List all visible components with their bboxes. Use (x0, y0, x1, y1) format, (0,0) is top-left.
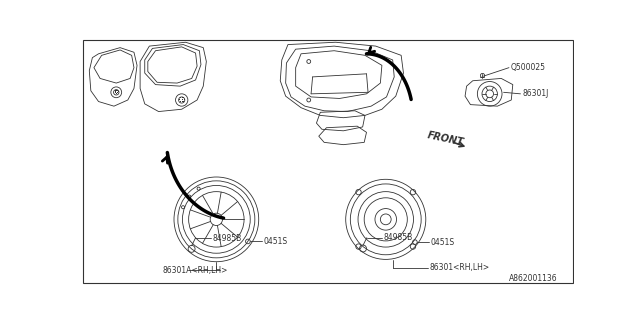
Text: 0451S: 0451S (263, 237, 287, 246)
Text: 84985B: 84985B (384, 233, 413, 242)
Text: 86301A<RH,LH>: 86301A<RH,LH> (163, 266, 228, 275)
Text: 84985B: 84985B (212, 234, 242, 243)
Text: 86301<RH,LH>: 86301<RH,LH> (429, 263, 490, 272)
Text: 0451S: 0451S (430, 238, 454, 247)
Text: A862001136: A862001136 (509, 274, 557, 283)
Text: 86301J: 86301J (522, 89, 548, 98)
Text: Q500025: Q500025 (511, 63, 545, 72)
Text: FRONT: FRONT (427, 130, 465, 147)
